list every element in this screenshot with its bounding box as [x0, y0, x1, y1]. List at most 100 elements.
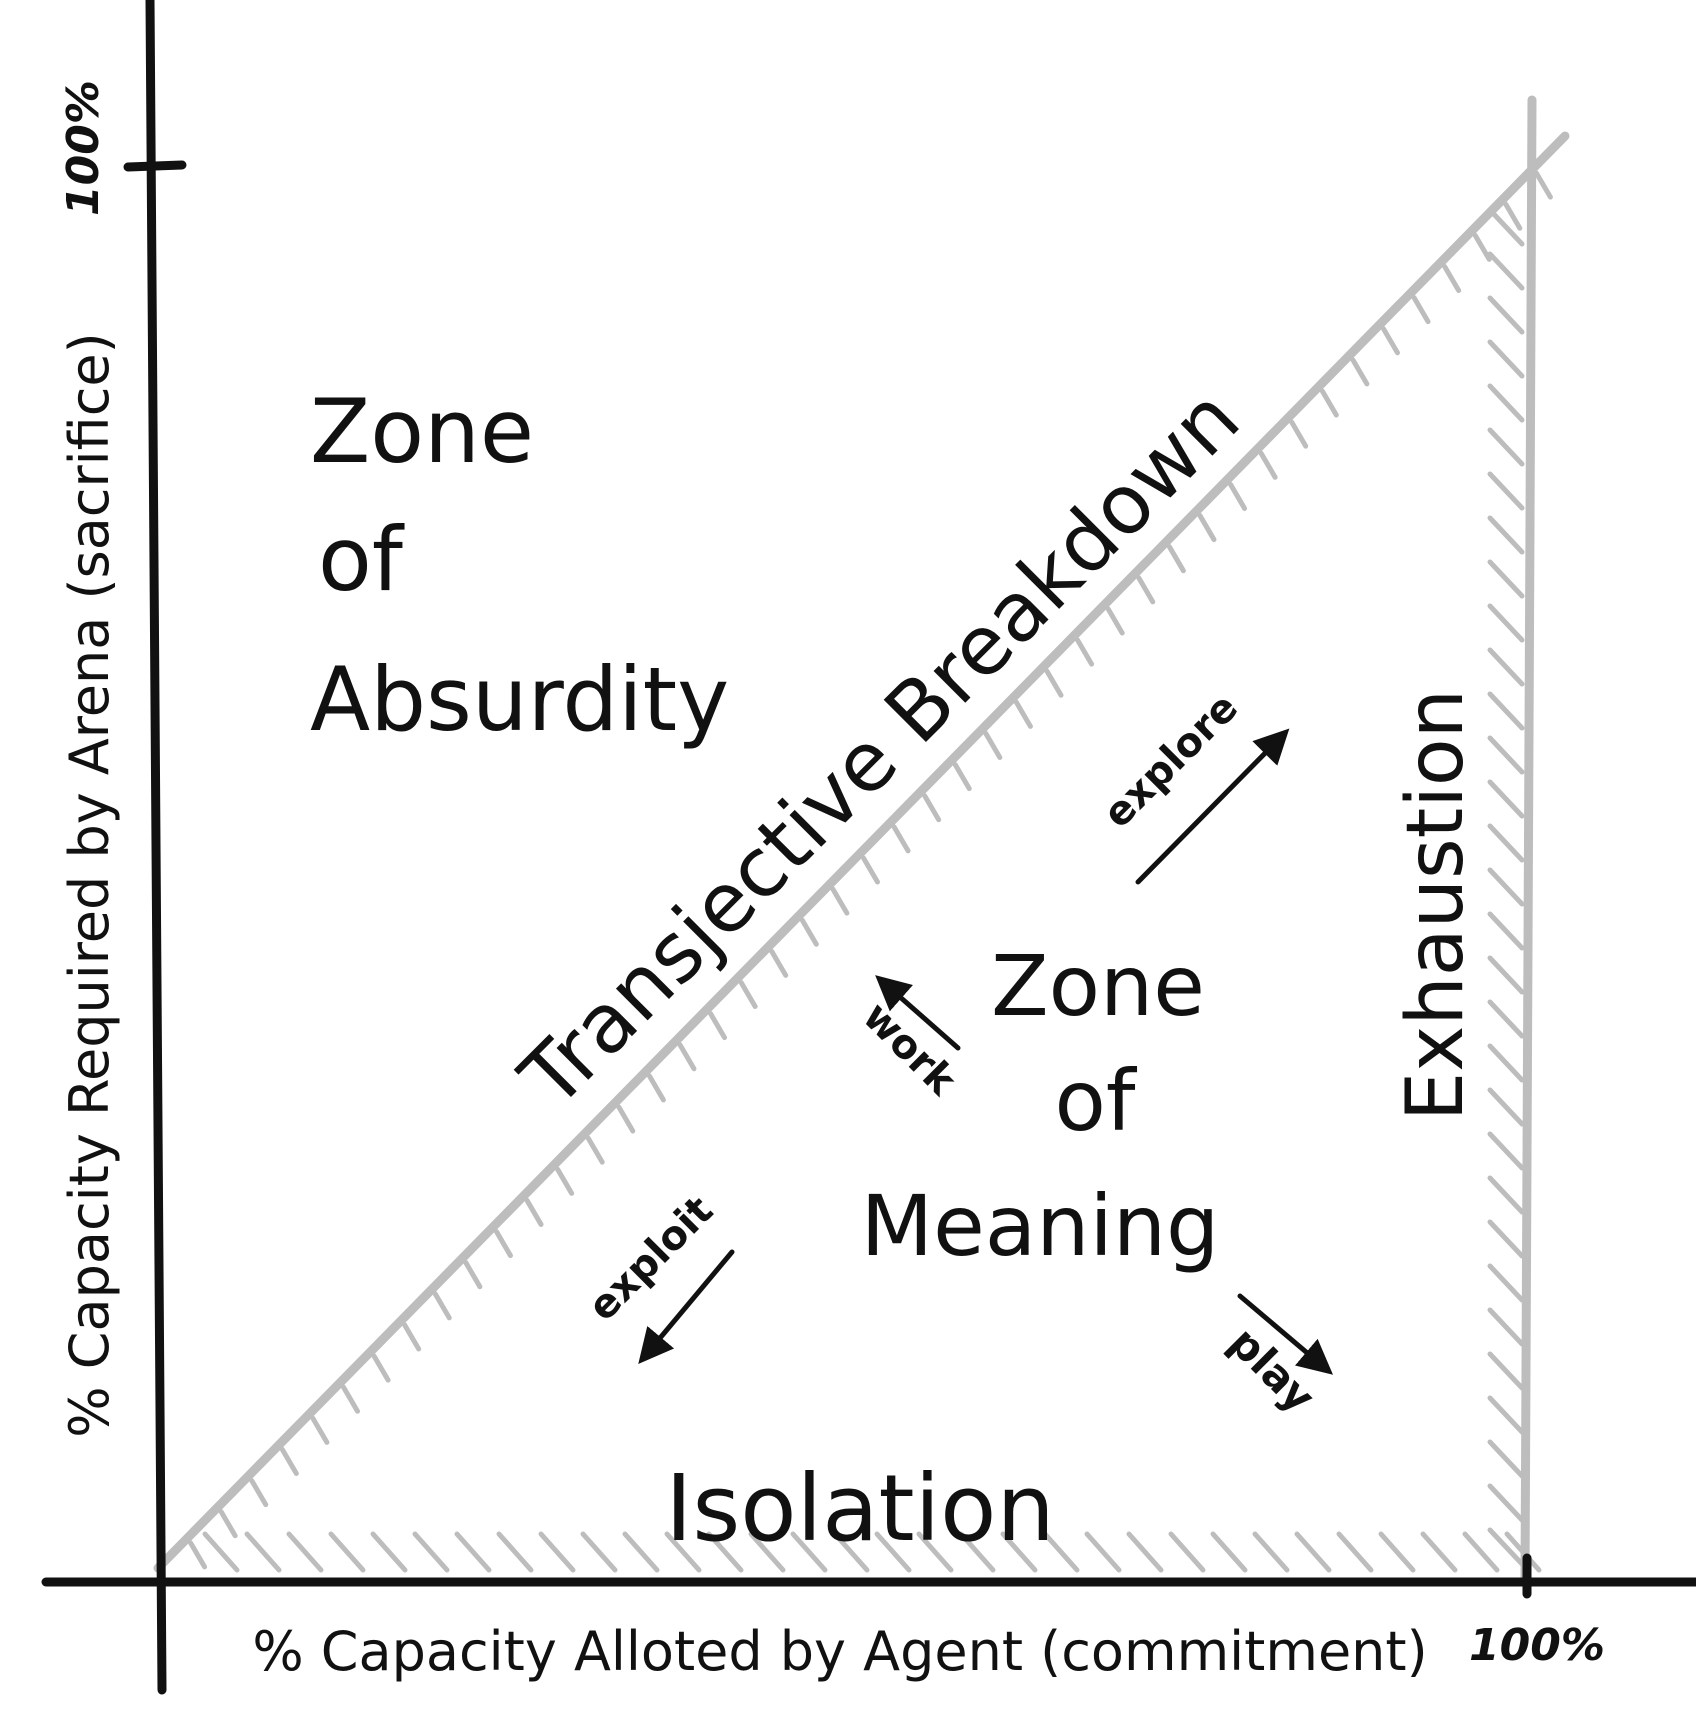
diagonal-hatch-mark [830, 886, 850, 916]
x-max-label: 100% [1469, 1620, 1605, 1671]
right-hatch-mark [1487, 911, 1525, 951]
diagonal-hatch-mark [922, 793, 942, 823]
y-max-tick [123, 160, 187, 172]
diagonal-hatch-mark [769, 948, 789, 978]
bottom-hatch-mark [622, 1531, 660, 1573]
diagonal-boundary-hatching [188, 170, 1553, 1570]
right-hatch-mark [1487, 471, 1525, 511]
right-hatch-mark [1487, 339, 1525, 379]
right-hatch-mark [1487, 207, 1525, 247]
right-hatch-mark [1487, 1395, 1525, 1435]
right-hatch-mark [1487, 1307, 1525, 1347]
bottom-hatch-mark [370, 1531, 408, 1573]
zone-of-meaning: Zone of Meaning [861, 937, 1220, 1275]
right-hatch-mark [1487, 515, 1525, 555]
diagonal-hatch-mark [1105, 606, 1125, 636]
right-hatch-mark [1487, 1483, 1525, 1523]
right-hatch-mark [1487, 1439, 1525, 1479]
diagonal-hatch-mark [432, 1291, 452, 1321]
zone-absurdity-line-1: Zone [310, 380, 534, 483]
bottom-hatch-mark [664, 1531, 702, 1573]
right-hatch-mark [1487, 823, 1525, 863]
zone-absurdity-line-2: of [318, 508, 405, 611]
exploit-arrow: exploit [580, 1188, 735, 1365]
x-axis-label: % Capacity Alloted by Agent (commitment) [252, 1620, 1427, 1683]
bottom-boundary-hatching [202, 1531, 1542, 1573]
right-hatch-mark [1487, 603, 1525, 643]
y-axis-label: % Capacity Required by Arena (sacrifice) [58, 332, 121, 1437]
diagonal-hatch-mark [585, 1135, 605, 1165]
play-arrow: play [1220, 1293, 1334, 1422]
diagonal-hatch-mark [1044, 668, 1064, 698]
diagonal-hatch-mark [1503, 201, 1523, 231]
right-hatch-mark [1487, 1131, 1525, 1171]
bottom-hatch-mark [748, 1531, 786, 1573]
bottom-hatch-mark [874, 1531, 912, 1573]
explore-arrow-line [1135, 728, 1290, 885]
bottom-hatch-mark [790, 1531, 828, 1573]
diagonal-hatch-mark [1533, 170, 1553, 200]
right-boundary-hatching [1487, 207, 1525, 1567]
diagonal-hatch-mark [371, 1353, 391, 1383]
diagonal-hatch-mark [279, 1446, 299, 1476]
diagonal-hatch-mark [341, 1384, 361, 1414]
bottom-hatch-mark [916, 1531, 954, 1573]
right-hatch-mark [1487, 1351, 1525, 1391]
zone-meaning-line-2: of [1055, 1052, 1138, 1150]
right-hatch-mark [1487, 1043, 1525, 1083]
exhaustion-label: Exhaustion [1391, 689, 1481, 1121]
exploit-label: exploit [580, 1188, 723, 1331]
diagonal-hatch-mark [861, 855, 880, 885]
diagonal-hatch-mark [1166, 544, 1186, 574]
y-max-label: 100% [58, 80, 109, 216]
right-hatch-mark [1487, 1087, 1525, 1127]
diagonal-hatch-mark [646, 1073, 666, 1103]
bottom-hatch-mark [538, 1531, 576, 1573]
right-hatch-mark [1487, 999, 1525, 1039]
bottom-hatch-mark [1084, 1531, 1122, 1573]
diagonal-hatch-mark [1258, 450, 1278, 480]
bottom-hatch-mark [286, 1531, 324, 1573]
diagonal-hatch-mark [218, 1509, 238, 1539]
bottom-hatch-mark [1378, 1531, 1416, 1573]
bottom-hatch-mark [1168, 1531, 1206, 1573]
right-hatch-mark [1487, 1527, 1525, 1567]
bottom-hatch-mark [832, 1531, 870, 1573]
diagonal-hatch-mark [1350, 357, 1370, 387]
y-axis [145, 0, 167, 1695]
zone-meaning-line-1: Zone [991, 937, 1205, 1035]
diagonal-hatch-mark [1319, 388, 1339, 418]
right-hatch-mark [1487, 559, 1525, 599]
diagonal-hatch-mark [1228, 481, 1248, 511]
right-hatch-mark [1487, 647, 1525, 687]
play-arrow-line [1237, 1293, 1334, 1375]
bottom-hatch-mark [412, 1531, 450, 1573]
diagonal-hatch-mark [402, 1322, 422, 1352]
explore-arrow: explore [1095, 685, 1290, 885]
diagonal-hatch-mark [1136, 575, 1156, 605]
diagonal-hatch-mark [983, 730, 1003, 760]
diagonal-hatch-mark [738, 980, 758, 1010]
right-hatch-mark [1487, 1175, 1525, 1215]
diagonal-hatch-mark [1013, 699, 1033, 729]
diagonal-hatch-mark [1075, 637, 1095, 667]
zone-meaning-line-3: Meaning [861, 1177, 1220, 1275]
diagonal-hatch-mark [188, 1540, 208, 1570]
diagonal-hatch-mark [249, 1478, 269, 1508]
diagonal-hatch-mark [1472, 232, 1492, 262]
right-hatch-mark [1487, 295, 1525, 335]
bottom-hatch-mark [1420, 1531, 1458, 1573]
right-hatch-mark [1487, 955, 1525, 995]
play-label: play [1220, 1317, 1325, 1422]
bottom-hatch-mark [1294, 1531, 1332, 1573]
diagonal-hatch-mark [1380, 326, 1400, 356]
diagonal-hatch-mark [463, 1260, 483, 1290]
diagonal-hatch-mark [1442, 264, 1462, 294]
right-hatch-mark [1487, 691, 1525, 731]
bottom-hatch-mark [1000, 1531, 1038, 1573]
diagonal-hatch-mark [1289, 419, 1309, 449]
work-arrow: work [854, 975, 966, 1105]
diagonal-hatch-mark [555, 1166, 575, 1196]
bottom-hatch-mark [1252, 1531, 1290, 1573]
